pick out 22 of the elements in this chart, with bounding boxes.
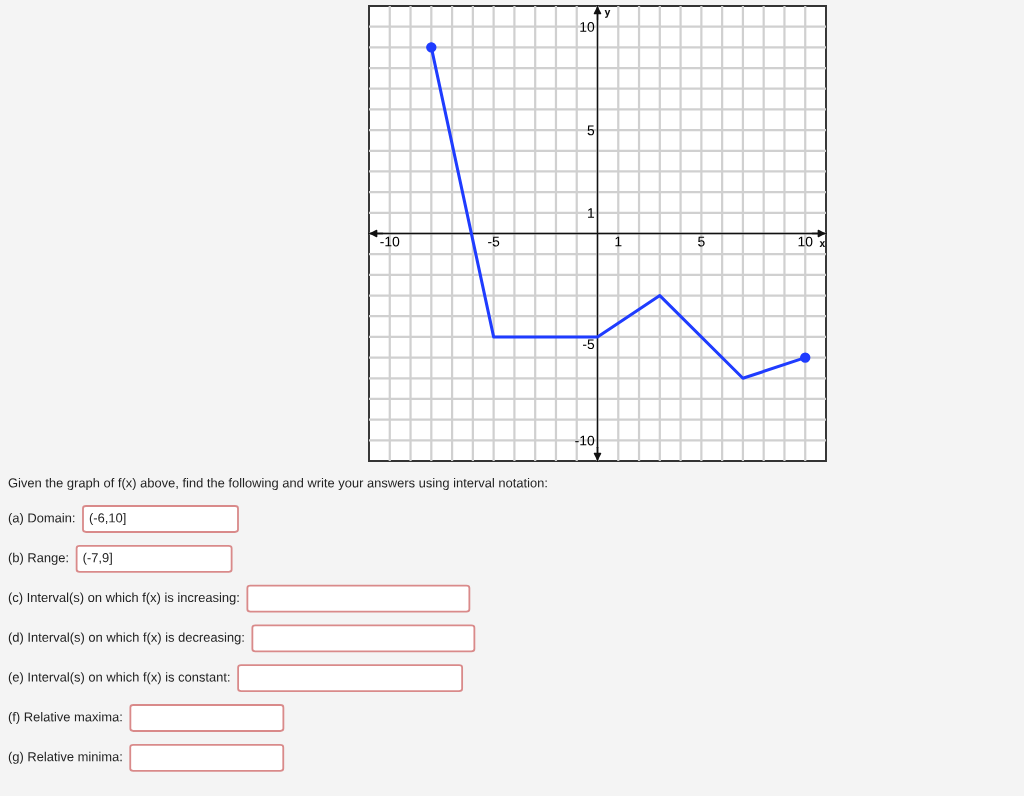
x-tick-label: -5: [488, 236, 500, 247]
text: (a) Domain:: [8, 512, 75, 526]
y-tick-label: 1: [588, 208, 595, 218]
text: (-6,10]: [89, 512, 126, 526]
text: Given the graph of f(x) above, find the following and write your answers using interval notation:: [8, 477, 547, 491]
text: (g) Relative minima:: [8, 751, 122, 764]
y-tick-label: 10: [580, 22, 595, 32]
text: (f) Relative maxima:: [8, 711, 122, 725]
x-tick-label: 10: [798, 236, 813, 247]
x-tick-label: -10: [380, 236, 400, 247]
x-axis-title: x: [819, 241, 826, 247]
text: (-7,9]: [83, 552, 112, 565]
text: (c) Interval(s) on which f(x) is increasing:: [8, 592, 239, 605]
y-tick-label: 5: [587, 125, 595, 136]
text: (b) Range:: [8, 552, 68, 565]
x-tick-label: 5: [698, 236, 705, 247]
y-axis-title: y: [604, 10, 611, 18]
y-tick-label: -5: [582, 339, 595, 350]
text: (e) Interval(s) on which f(x) is constant:: [8, 672, 230, 685]
text: (d) Interval(s) on which f(x) is decreasing:: [8, 632, 244, 645]
y-tick-label: -10: [575, 435, 595, 446]
x-tick-label: 1: [615, 236, 622, 247]
